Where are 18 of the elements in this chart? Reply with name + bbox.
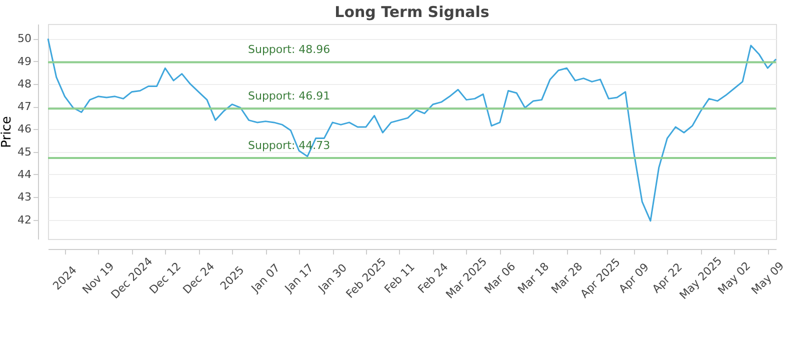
x-tick-label: Mar 18	[515, 260, 552, 296]
y-tick-label: 49	[18, 54, 32, 68]
y-tick-label: 44	[18, 168, 32, 181]
y-axis-title: Price	[0, 116, 15, 148]
x-tick-label: Jan 07	[248, 261, 282, 296]
y-tick-label: 42	[18, 213, 32, 226]
y-tick-label: 48	[18, 77, 32, 90]
y-tick-label: 50	[18, 32, 32, 46]
y-tick-label: 43	[18, 190, 32, 204]
ref-line-label: Support: 48.96	[248, 43, 330, 56]
y-tick-label: 46	[18, 122, 32, 136]
chart-title: Long Term Signals	[334, 3, 490, 21]
ref-line-label: Support: 46.91	[248, 90, 330, 103]
x-tick-label: Dec 24	[180, 260, 218, 296]
x-tick-label: Jan 17	[282, 261, 316, 296]
y-tick-label: 45	[18, 145, 32, 158]
y-tick-label: 47	[18, 100, 32, 114]
line-series	[47, 38, 777, 222]
